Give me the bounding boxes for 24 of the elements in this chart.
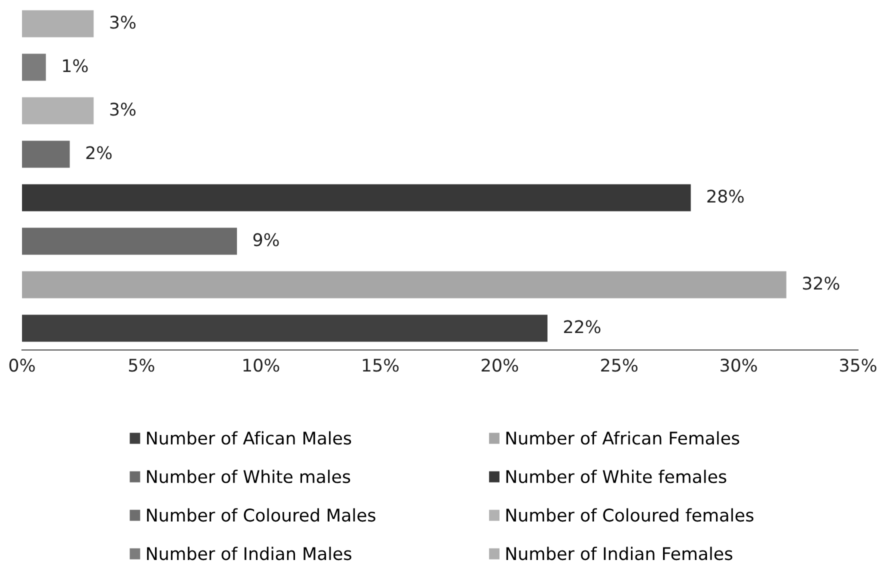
legend-label: Number of Coloured Males — [147, 508, 376, 522]
data-label: 3% — [110, 16, 136, 29]
legend-label: Number of White females — [506, 470, 726, 484]
x-tick-label: 20% — [482, 358, 518, 372]
x-tick-label: 25% — [601, 358, 638, 372]
data-label: 2% — [86, 146, 112, 160]
data-label: 3% — [110, 102, 136, 116]
data-label: 32% — [802, 276, 840, 290]
x-tick-label: 35% — [840, 358, 876, 372]
legend-label: Number of Indian Females — [506, 546, 732, 560]
legend-label: Number of African Females — [506, 431, 740, 445]
x-tick-label: 0% — [9, 358, 35, 372]
x-tick-label: 15% — [362, 358, 399, 372]
x-tick-label: 10% — [243, 358, 280, 372]
data-label: 9% — [253, 233, 279, 246]
data-label: 22% — [564, 320, 600, 334]
x-tick-label: 5% — [129, 358, 154, 372]
data-label: 1% — [63, 59, 88, 72]
legend-label: Number of Afican Males — [147, 431, 352, 445]
legend-label: Number of Coloured females — [506, 508, 754, 522]
data-label: 28% — [707, 190, 744, 203]
legend-label: Number of White males — [147, 470, 350, 484]
x-tick-label: 30% — [720, 358, 757, 372]
legend-label: Number of Indian Males — [147, 546, 352, 560]
